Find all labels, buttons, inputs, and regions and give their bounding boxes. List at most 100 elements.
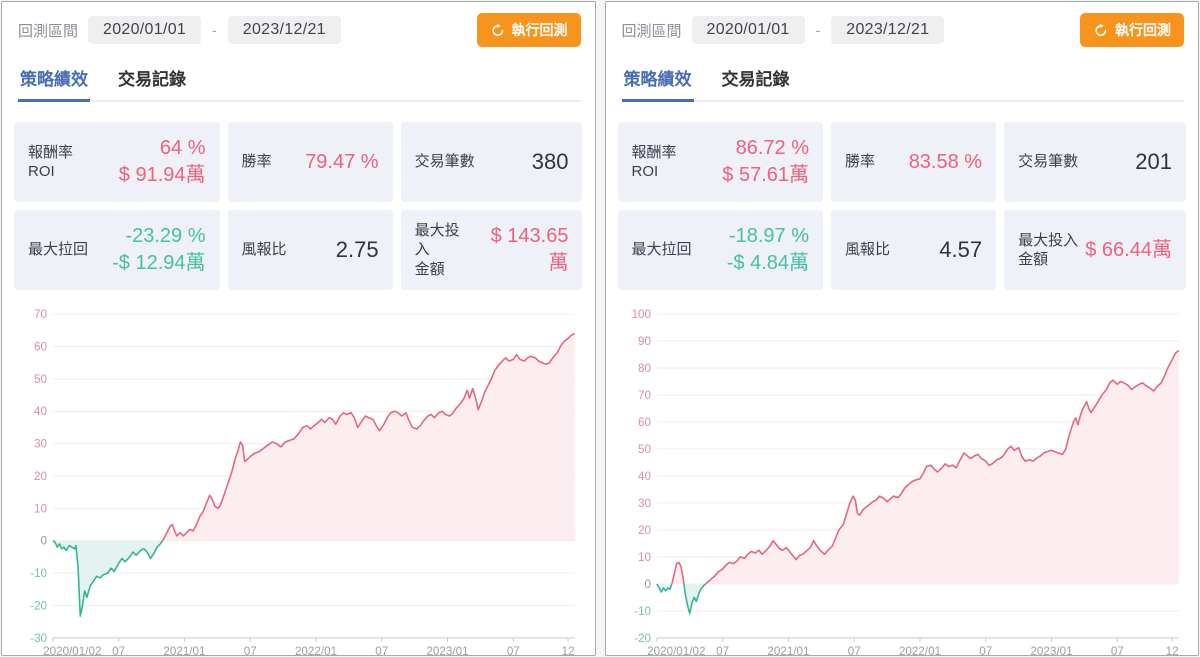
start-date-input[interactable]: 2020/01/01 (88, 16, 202, 44)
date-range-separator: - (815, 22, 821, 38)
svg-text:30: 30 (34, 436, 47, 450)
run-backtest-label: 執行回測 (1115, 22, 1171, 38)
stat-label: 最大拉回 (631, 241, 692, 259)
svg-text:2020/01/02: 2020/01/02 (43, 644, 101, 656)
backtest-header: 回測區間 2020/01/01 - 2023/12/21 執行回測 (621, 13, 1184, 47)
svg-text:2021/01: 2021/01 (767, 644, 810, 656)
stat-label: 報酬率 ROI (28, 143, 74, 181)
period-label: 回測區間 (621, 22, 682, 40)
stat-card-roi: 報酬率 ROI 64 % $ 91.94萬 (14, 122, 220, 202)
svg-text:-20: -20 (30, 598, 47, 612)
svg-text:-20: -20 (634, 631, 651, 645)
stat-value: 64 % $ 91.94萬 (118, 137, 206, 186)
svg-text:07: 07 (847, 644, 860, 656)
svg-text:60: 60 (34, 339, 47, 353)
stat-value: -23.29 % -$ 12.94萬 (112, 225, 206, 274)
svg-text:10: 10 (638, 550, 651, 564)
svg-text:2023/01: 2023/01 (1030, 644, 1073, 656)
stat-value: 83.58 % (908, 150, 983, 173)
svg-text:30: 30 (638, 496, 651, 510)
stat-value: 4.57 (939, 237, 983, 263)
stats-grid: 報酬率 ROI 86.72 % $ 57.61萬 勝率 83.58 % 交易筆數 2… (617, 122, 1187, 290)
backtest-panel-left: 回測區間 2020/01/01 - 2023/12/21 執行回測 策略績效 交… (1, 1, 596, 656)
svg-text:0: 0 (41, 534, 48, 548)
svg-text:2021/01: 2021/01 (163, 644, 206, 656)
stat-value: 2.75 (335, 237, 379, 263)
svg-text:07: 07 (507, 644, 520, 656)
period-label: 回測區間 (18, 22, 79, 40)
stat-value: 201 (1135, 149, 1172, 175)
svg-text:2023/01: 2023/01 (426, 644, 469, 656)
stat-value: 86.72 % $ 57.61萬 (722, 137, 809, 186)
stat-card-max-drawdown: 最大拉回 -23.29 % -$ 12.94萬 (14, 210, 220, 290)
svg-text:40: 40 (638, 469, 651, 483)
stat-value: $ 66.44萬 (1085, 238, 1172, 261)
svg-text:-10: -10 (634, 604, 651, 618)
svg-text:07: 07 (375, 644, 388, 656)
tab-trade-records[interactable]: 交易記錄 (721, 70, 790, 89)
date-range-separator: - (212, 22, 217, 38)
svg-text:70: 70 (638, 388, 651, 402)
stat-card-max-invested: 最大投入 金額 $ 66.44萬 (1004, 210, 1186, 290)
stat-card-win-rate: 勝率 79.47 % (227, 122, 393, 202)
svg-text:2022/01: 2022/01 (898, 644, 941, 656)
stat-value: $ 143.65萬 (490, 225, 569, 274)
svg-text:10: 10 (34, 501, 47, 515)
svg-text:12: 12 (562, 644, 575, 656)
svg-text:07: 07 (716, 644, 729, 656)
end-date-input[interactable]: 2023/12/21 (227, 16, 341, 44)
stat-card-risk-reward: 風報比 2.75 (227, 210, 393, 290)
stat-card-max-drawdown: 最大拉回 -18.97 % -$ 4.84萬 (617, 210, 823, 290)
stat-label: 最大投入 金額 (1018, 231, 1079, 269)
stat-label: 風報比 (241, 241, 287, 259)
svg-text:70: 70 (34, 307, 47, 321)
backtest-header: 回測區間 2020/01/01 - 2023/12/21 執行回測 (18, 13, 581, 47)
stat-label: 交易筆數 (414, 153, 475, 171)
refresh-icon (1093, 23, 1108, 38)
stat-card-roi: 報酬率 ROI 86.72 % $ 57.61萬 (617, 122, 823, 202)
tab-bar: 策略績效 交易記錄 (621, 65, 1184, 102)
stats-grid: 報酬率 ROI 64 % $ 91.94萬 勝率 79.47 % 交易筆數 380 … (14, 122, 583, 290)
start-date-input[interactable]: 2020/01/01 (691, 16, 805, 44)
stat-label: 勝率 (241, 153, 272, 171)
svg-text:50: 50 (34, 372, 47, 386)
tab-strategy-performance[interactable]: 策略績效 (18, 65, 90, 102)
tab-bar: 策略績效 交易記錄 (18, 65, 581, 102)
refresh-icon (490, 23, 505, 38)
svg-text:100: 100 (631, 307, 651, 321)
end-date-input[interactable]: 2023/12/21 (831, 16, 945, 44)
svg-text:20: 20 (34, 469, 47, 483)
svg-text:07: 07 (1110, 644, 1123, 656)
stat-value: -18.97 % -$ 4.84萬 (726, 225, 809, 274)
run-backtest-label: 執行回測 (511, 22, 568, 38)
stat-card-risk-reward: 風報比 4.57 (831, 210, 997, 290)
stat-label: 最大投入 金額 (414, 221, 460, 278)
stat-label: 勝率 (845, 153, 876, 171)
run-backtest-button[interactable]: 執行回測 (1080, 13, 1184, 47)
svg-text:12: 12 (1165, 644, 1178, 656)
stat-card-max-invested: 最大投入 金額 $ 143.65萬 (400, 210, 583, 290)
svg-text:-10: -10 (30, 566, 47, 580)
stat-label: 最大拉回 (28, 241, 89, 259)
svg-text:50: 50 (638, 442, 651, 456)
run-backtest-button[interactable]: 執行回測 (476, 13, 581, 47)
stat-label: 交易筆數 (1018, 153, 1079, 171)
svg-text:07: 07 (112, 644, 125, 656)
svg-text:80: 80 (638, 361, 651, 375)
backtest-panel-right: 回測區間 2020/01/01 - 2023/12/21 執行回測 策略績效 交… (604, 1, 1199, 656)
stat-value: 79.47 % (305, 150, 379, 173)
tab-trade-records[interactable]: 交易記錄 (118, 70, 186, 89)
stat-label: 風報比 (845, 241, 891, 259)
svg-text:2022/01: 2022/01 (295, 644, 338, 656)
stat-value: 380 (531, 149, 569, 175)
svg-text:90: 90 (638, 334, 651, 348)
stat-label: 報酬率 ROI (631, 143, 677, 181)
stat-card-win-rate: 勝率 83.58 % (831, 122, 997, 202)
tab-strategy-performance[interactable]: 策略績效 (621, 65, 694, 102)
stat-card-trade-count: 交易筆數 380 (400, 122, 583, 202)
svg-text:40: 40 (34, 404, 47, 418)
svg-text:0: 0 (644, 577, 651, 591)
